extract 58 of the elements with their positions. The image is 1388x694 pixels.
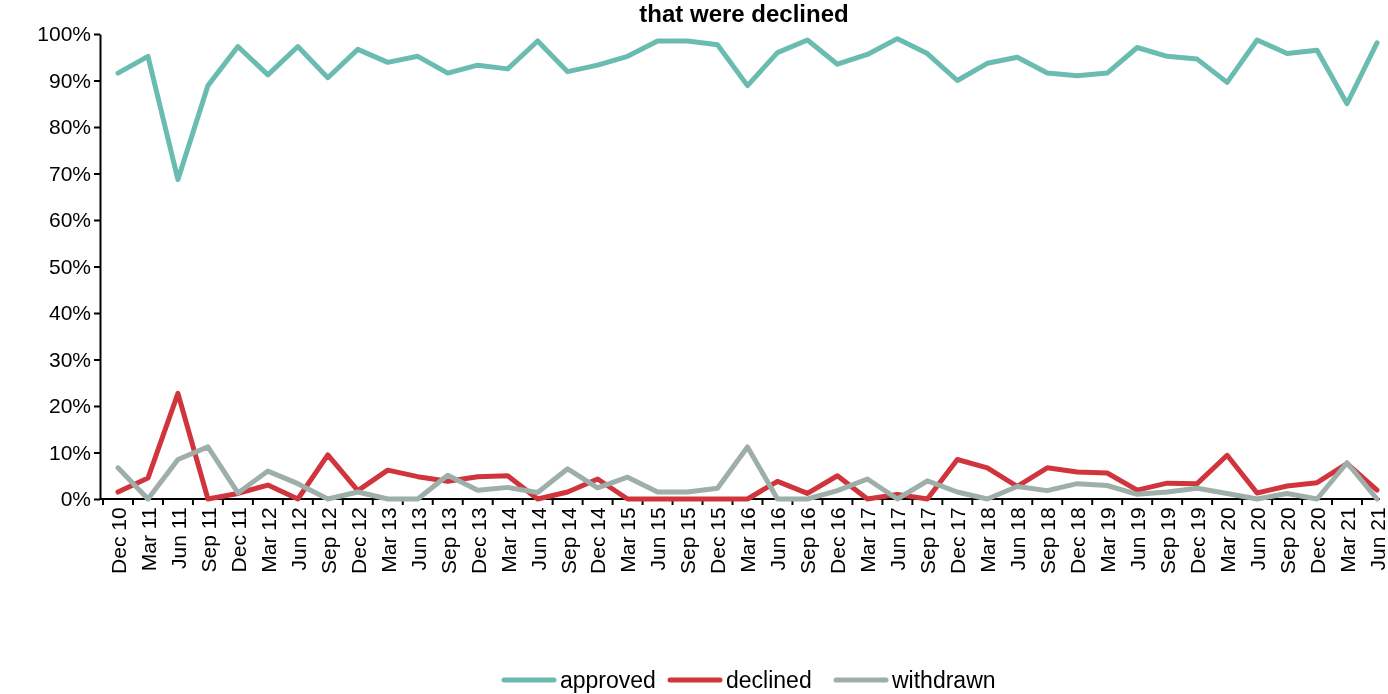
x-tick-label: Jun 14: [526, 507, 550, 571]
y-tick-label: 10%: [48, 440, 91, 464]
x-tick-label: Jun 18: [1006, 507, 1030, 571]
x-tick-label: Dec 19: [1185, 507, 1209, 574]
x-tick-label: Jun 13: [406, 507, 430, 571]
x-tick-label: Dec 14: [586, 507, 610, 574]
y-tick-label: 30%: [48, 347, 91, 371]
y-tick-label: 50%: [48, 254, 91, 278]
x-tick-label: Mar 15: [616, 507, 640, 573]
chart-title: that were declined: [639, 0, 849, 27]
x-tick-label: Dec 20: [1305, 507, 1329, 574]
x-tick-label: Mar 16: [736, 507, 760, 573]
x-tick-label: Sep 17: [916, 507, 940, 574]
x-tick-label: Sep 12: [316, 507, 340, 574]
x-tick-label: Jun 21: [1365, 507, 1388, 571]
y-tick-label: 90%: [48, 68, 91, 92]
x-tick-label: Mar 17: [856, 507, 880, 573]
y-tick-label: 20%: [48, 394, 91, 418]
x-tick-label: Dec 18: [1066, 507, 1090, 574]
x-tick-label: Mar 21: [1335, 507, 1359, 573]
x-tick-label: Dec 12: [346, 507, 370, 574]
x-tick-label: Mar 13: [376, 507, 400, 573]
x-tick-label: Jun 11: [166, 507, 190, 569]
x-tick-label: Mar 14: [496, 507, 520, 573]
y-tick-label: 80%: [48, 115, 91, 139]
x-tick-label: Sep 18: [1036, 507, 1060, 574]
x-tick-label: Sep 11: [196, 507, 220, 573]
x-tick-label: Jun 15: [646, 507, 670, 571]
x-tick-label: Mar 11: [136, 507, 160, 572]
x-tick-label: Jun 16: [766, 507, 790, 571]
x-tick-label: Mar 12: [256, 507, 280, 573]
x-tick-label: Jun 17: [886, 507, 910, 571]
x-tick-label: Dec 17: [946, 507, 970, 574]
x-tick-label: Jun 19: [1126, 507, 1150, 571]
x-tick-label: Dec 16: [826, 507, 850, 574]
x-tick-label: Sep 15: [676, 507, 700, 574]
x-tick-label: Dec 13: [466, 507, 490, 574]
x-tick-label: Mar 19: [1096, 507, 1120, 573]
y-tick-label: 0%: [60, 487, 91, 511]
legend-label: approved: [560, 667, 656, 693]
legend-label: withdrawn: [891, 667, 996, 693]
x-tick-label: Dec 11: [226, 507, 250, 573]
x-tick-label: Sep 16: [796, 507, 820, 574]
y-tick-label: 100%: [37, 22, 91, 46]
x-tick-label: Sep 19: [1156, 507, 1180, 574]
x-tick-label: Sep 14: [556, 507, 580, 574]
y-tick-label: 40%: [48, 301, 91, 325]
x-tick-label: Mar 20: [1215, 507, 1239, 573]
x-tick-label: Jun 12: [286, 507, 310, 571]
y-tick-label: 60%: [48, 208, 91, 232]
x-tick-label: Mar 18: [976, 507, 1000, 573]
x-tick-label: Jun 20: [1245, 507, 1269, 571]
x-tick-label: Sep 20: [1275, 507, 1299, 574]
legend-label: declined: [726, 667, 812, 693]
x-tick-label: Dec 15: [706, 507, 730, 574]
x-tick-label: Sep 13: [436, 507, 460, 574]
y-tick-label: 70%: [48, 161, 91, 185]
x-tick-label: Dec 10: [106, 507, 130, 574]
